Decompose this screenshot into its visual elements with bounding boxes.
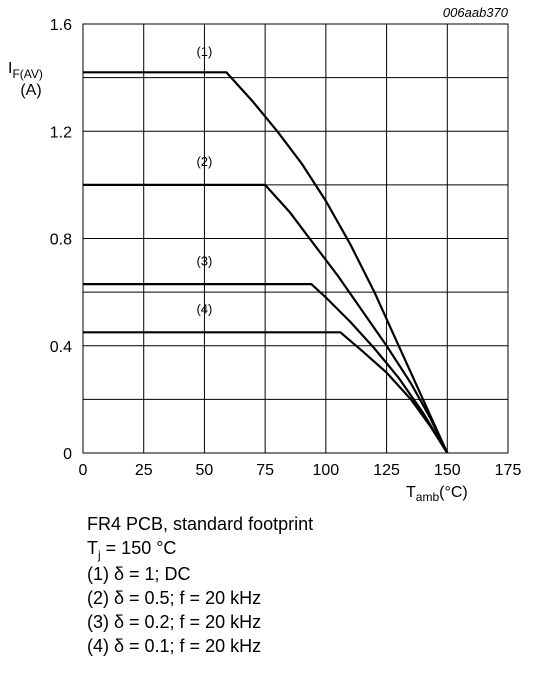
chart-notes: FR4 PCB, standard footprint Tj = 150 °C … (87, 512, 313, 658)
figure-id: 006aab370 (443, 5, 509, 20)
note-line-4: (2) δ = 0.5; f = 20 kHz (87, 588, 262, 608)
note-line-6: (4) δ = 0.1; f = 20 kHz (87, 636, 262, 656)
plot-frame (82, 23, 509, 454)
series-lines (83, 71, 449, 454)
series-label-1: (1) (196, 44, 212, 59)
x-tick-label: 175 (495, 462, 522, 479)
x-tick-label: 125 (373, 462, 400, 479)
chart: 0 25 50 75 100 125 150 175 0 0.4 0.8 1.2 1.6 (1) (2) (3… (8, 5, 522, 504)
series-label-4: (4) (196, 302, 212, 317)
series-line-4 (83, 331, 449, 454)
x-axis-label-sub: amb (416, 490, 440, 504)
y-axis-label-sub: F(AV) (12, 67, 42, 81)
series-line-3 (83, 283, 449, 454)
y-tick-label: 0 (63, 446, 72, 463)
y-tick-label: 1.6 (50, 17, 72, 34)
series-label-3: (3) (196, 253, 212, 268)
y-tick-label: 0.4 (50, 339, 72, 356)
x-tick-label: 25 (135, 462, 153, 479)
labels: 0 25 50 75 100 125 150 175 0 0.4 0.8 1.2 1.6 (1) (2) (3… (50, 17, 522, 479)
x-axis-label-main: T (406, 484, 416, 501)
x-tick-label: 0 (79, 462, 88, 479)
x-tick-label: 150 (434, 462, 461, 479)
note-line-1: FR4 PCB, standard footprint (87, 514, 314, 534)
note-line-5: (3) δ = 0.2; f = 20 kHz (87, 612, 262, 632)
note-line-3: (1) δ = 1; DC (87, 564, 191, 584)
series-label-2: (2) (196, 154, 212, 169)
y-axis-label-main: I (8, 60, 12, 77)
y-axis-label: IF(AV) (8, 60, 43, 81)
note-tj-rest: = 150 °C (100, 538, 177, 558)
y-tick-label: 0.8 (50, 232, 72, 249)
y-tick-label: 1.2 (50, 124, 72, 141)
grid (82, 23, 509, 454)
x-tick-label: 100 (313, 462, 340, 479)
x-axis-label-unit: (°C) (439, 484, 468, 501)
series-line-1 (83, 71, 449, 454)
x-tick-label: 50 (196, 462, 214, 479)
x-tick-label: 75 (256, 462, 274, 479)
x-axis-label: Tamb(°C) (406, 484, 468, 504)
series-line-2 (83, 183, 449, 454)
y-axis-unit: (A) (20, 82, 41, 99)
note-tj-sub: j (98, 548, 101, 562)
note-tj-main: T (87, 538, 98, 558)
note-line-2: Tj = 150 °C (87, 536, 313, 562)
